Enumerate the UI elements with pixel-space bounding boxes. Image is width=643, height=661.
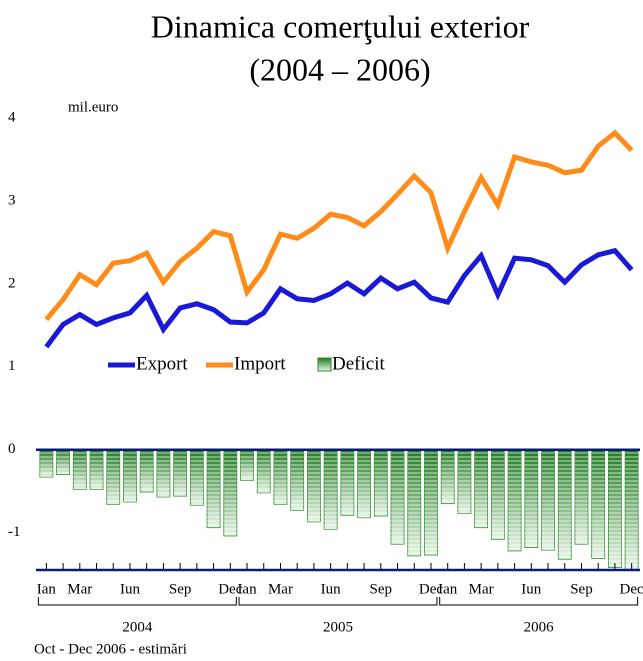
bar-stripes	[474, 449, 488, 528]
bar-stripes	[357, 449, 371, 518]
x-tick-label: Dec	[620, 581, 643, 597]
y-tick-label: 3	[8, 192, 16, 208]
bar-stripes	[574, 449, 588, 545]
x-tick-label: Sep	[370, 581, 393, 597]
year-bracket	[439, 597, 639, 606]
bar-stripes	[156, 449, 170, 498]
bar-stripes	[73, 449, 87, 490]
bar-stripes	[541, 449, 555, 551]
bar-stripes	[491, 449, 505, 540]
bar-stripes	[39, 449, 53, 478]
y-tick-label: 2	[8, 275, 16, 291]
bar-stripes	[290, 449, 304, 511]
bar-stripes	[374, 449, 388, 517]
bar-stripes	[608, 449, 622, 568]
chart-subtitle: (2004 – 2006)	[249, 51, 430, 87]
bar-stripes	[441, 449, 455, 504]
year-label: 2005	[323, 619, 353, 635]
line	[44, 247, 634, 349]
x-tick-label: Sep	[570, 581, 593, 597]
chart-title: Dinamica comerţului exterior	[151, 8, 530, 44]
x-tick-label: Dec	[419, 581, 443, 597]
legend-label: Export	[136, 353, 188, 374]
x-tick-label: Iun	[321, 581, 341, 597]
x-tick-label: Ian	[237, 581, 257, 597]
bar-stripes	[240, 449, 254, 481]
x-tick-label: Ian	[37, 581, 57, 597]
x-tick-label: Mar	[469, 581, 494, 597]
bar-stripes	[140, 449, 154, 493]
x-tick-label: Iun	[521, 581, 541, 597]
bar-stripes	[457, 449, 471, 514]
year-label: 2006	[524, 619, 555, 635]
x-tick-label: Dec	[218, 581, 242, 597]
x-tick-label: Mar	[268, 581, 293, 597]
bar-stripes	[625, 449, 639, 570]
bar-stripes	[391, 449, 405, 545]
bar-stripes	[591, 449, 605, 559]
x-tick-label: Iun	[120, 581, 140, 597]
bar-stripes	[508, 449, 522, 551]
bar-stripes	[223, 449, 237, 536]
y-tick-label: 0	[8, 441, 16, 457]
bar-stripes	[558, 449, 572, 560]
y-tick-label: 1	[8, 358, 16, 374]
bar-stripes	[106, 449, 120, 505]
bar-stripes	[307, 449, 321, 522]
y-tick-label: 4	[8, 109, 16, 125]
legend-label: Deficit	[332, 353, 385, 374]
legend-label: Import	[234, 353, 286, 374]
x-tick-label: Ian	[438, 581, 458, 597]
line	[44, 129, 634, 322]
footnote: Oct - Dec 2006 - estimări	[34, 641, 187, 657]
bar-stripes	[90, 449, 104, 490]
bar-stripes	[407, 449, 421, 556]
legend-swatch	[317, 357, 332, 372]
x-tick-label: Sep	[169, 581, 192, 597]
bar-stripes	[424, 449, 438, 556]
bar-stripes	[524, 449, 538, 548]
bar-stripes	[207, 449, 221, 528]
bar-stripes	[324, 449, 338, 530]
year-bracket	[37, 597, 237, 606]
bar-stripes	[340, 449, 354, 516]
unit-label: mil.euro	[68, 99, 118, 115]
bar-stripes	[123, 449, 137, 502]
bar-stripes	[273, 449, 287, 505]
bar-stripes	[56, 449, 70, 475]
bar-stripes	[190, 449, 204, 506]
y-tick-label: -1	[8, 524, 21, 540]
year-bracket	[238, 597, 438, 606]
year-label: 2004	[122, 619, 153, 635]
bar-stripes	[173, 449, 187, 497]
x-tick-label: Mar	[67, 581, 92, 597]
bar-stripes	[257, 449, 271, 493]
